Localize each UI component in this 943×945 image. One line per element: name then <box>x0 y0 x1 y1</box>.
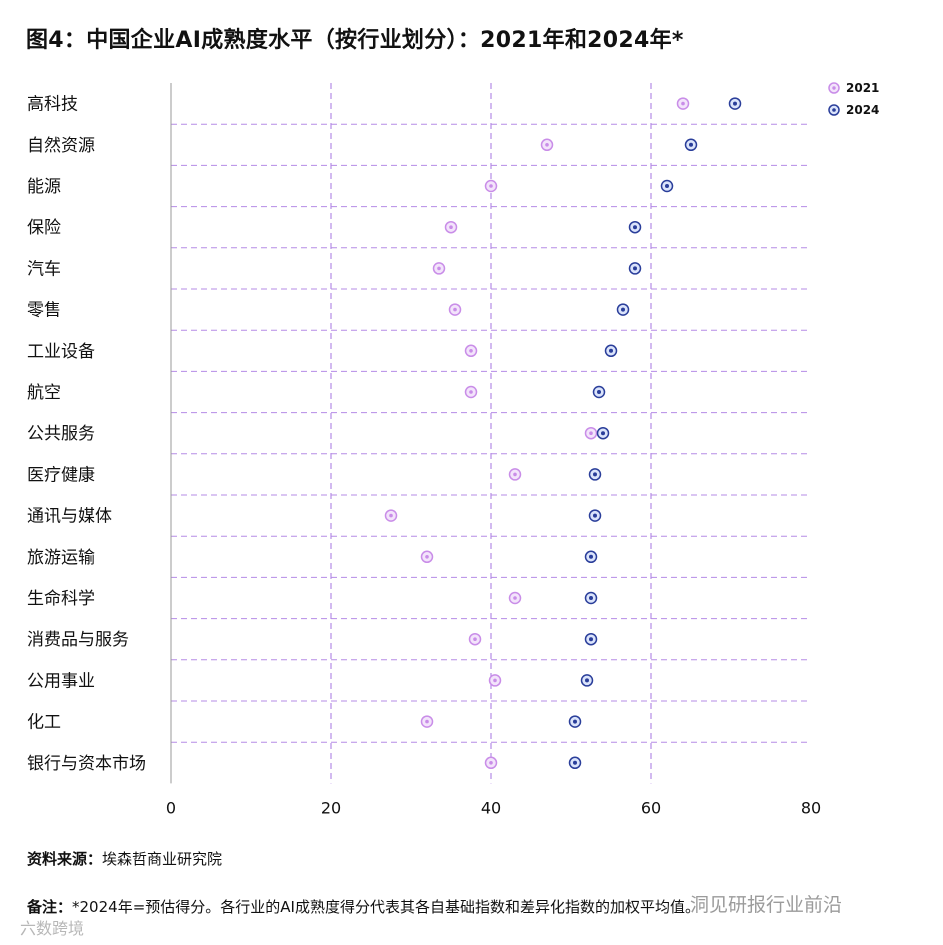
marker-2021-dot <box>449 225 453 229</box>
category-label: 旅游运输 <box>27 548 95 568</box>
legend-2021-label: 2021 <box>846 81 879 95</box>
category-label: 消费品与服务 <box>27 630 129 650</box>
category-label: 通讯与媒体 <box>27 507 112 527</box>
category-label: 能源 <box>27 177 61 197</box>
marker-2024-dot <box>597 390 601 394</box>
source-label: 资料来源： <box>27 850 103 868</box>
marker-2021-dot <box>493 678 497 683</box>
category-label: 公用事业 <box>27 671 95 691</box>
category-label: 零售 <box>27 301 61 321</box>
category-label: 自然资源 <box>27 136 95 156</box>
x-tick-label: 80 <box>801 798 821 817</box>
marker-2021-dot <box>469 390 473 394</box>
marker-2024-dot <box>593 513 597 518</box>
marker-2024-dot <box>589 596 593 600</box>
marker-2024-dot <box>609 348 613 353</box>
source-line: 资料来源：埃森哲商业研究院 <box>27 848 222 869</box>
marker-2024-dot <box>593 472 597 477</box>
note-text: *2024年=预估得分。各行业的AI成熟度得分代表其各自基础指数和差异化指数的加… <box>72 898 700 916</box>
chart-title: 图4：中国企业AI成熟度水平（按行业划分）：2021年和2024年* <box>26 28 684 53</box>
marker-2024-dot <box>573 760 577 765</box>
marker-2024-dot <box>601 431 605 436</box>
category-label: 保险 <box>27 218 61 238</box>
marker-2021-dot <box>681 101 685 106</box>
legend-2021-dot <box>832 86 836 90</box>
marker-2024-dot <box>589 637 593 642</box>
category-label: 公共服务 <box>27 424 95 444</box>
marker-2024-dot <box>733 101 737 106</box>
x-tick-label: 40 <box>481 798 501 817</box>
category-label: 医疗健康 <box>27 465 95 485</box>
category-label: 高科技 <box>27 95 78 115</box>
wechat-watermark: 洞见研报行业前沿 <box>690 894 843 916</box>
bottom-left-watermark: 六数跨境 <box>20 919 85 938</box>
x-tick-label: 0 <box>166 798 176 817</box>
marker-2021-dot <box>589 431 593 436</box>
marker-2024-dot <box>573 719 577 724</box>
marker-2021-dot <box>425 719 429 724</box>
marker-2024-dot <box>689 142 693 147</box>
legend-2024-dot <box>832 108 836 112</box>
marker-2021-dot <box>389 513 393 518</box>
marker-2024-dot <box>633 266 637 271</box>
marker-2021-dot <box>489 761 493 765</box>
note-line: 备注：*2024年=预估得分。各行业的AI成熟度得分代表其各自基础指数和差异化指… <box>27 896 700 917</box>
marker-2024-dot <box>621 307 625 312</box>
marker-2021-dot <box>473 637 477 641</box>
x-tick-label: 60 <box>641 798 661 817</box>
marker-2024-dot <box>665 184 669 188</box>
marker-2021-dot <box>453 307 457 312</box>
category-label: 工业设备 <box>27 342 95 362</box>
marker-2021-dot <box>513 472 517 477</box>
marker-2024-dot <box>585 678 589 683</box>
legend-2024-label: 2024 <box>846 103 879 117</box>
marker-2021-dot <box>489 184 493 188</box>
marker-2021-dot <box>545 143 549 147</box>
category-label: 银行与资本市场 <box>27 754 146 774</box>
category-label: 航空 <box>27 383 61 403</box>
x-tick-label: 20 <box>321 798 341 817</box>
marker-2024-dot <box>589 554 593 559</box>
category-label: 汽车 <box>27 259 61 279</box>
dumbbell-chart: 0 20 40 60 80 高科技自然资源能源保险汽车零售工业设备航空公共服务医疗健康通… <box>27 81 879 817</box>
category-label: 生命科学 <box>27 589 95 609</box>
marker-2021-dot <box>513 596 517 600</box>
source-text: 埃森哲商业研究院 <box>102 850 223 868</box>
marker-2021-dot <box>425 555 429 559</box>
marker-2021-dot <box>469 349 473 353</box>
category-label: 化工 <box>27 713 61 733</box>
note-label: 备注： <box>27 898 73 916</box>
marker-2021-dot <box>437 266 441 271</box>
marker-2024-dot <box>633 225 637 230</box>
